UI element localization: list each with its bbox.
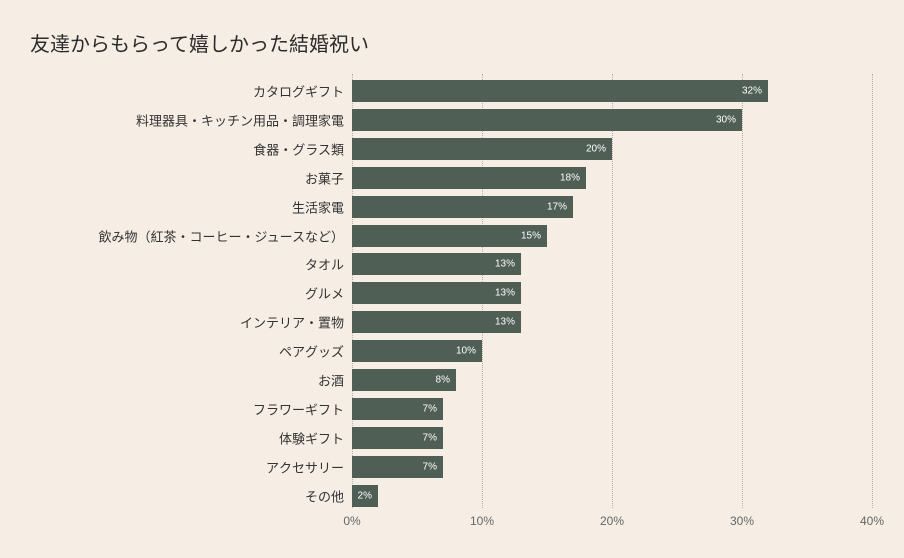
bar: 2% [352,485,378,507]
bar: 7% [352,456,443,478]
chart-plot-area: 32% 30% 20% 18% 17% 15% 13% 13% 13% 10% 8% 7% 7% 7% 2% [352,74,872,520]
y-axis-label: 食器・グラス類 [253,139,344,158]
y-axis-label: 飲み物（紅茶・コーヒー・ジュースなど） [99,226,344,245]
bar-value-label: 7% [423,461,437,472]
bar: 15% [352,225,547,247]
bar: 17% [352,196,573,218]
y-axis-label: お酒 [318,371,344,390]
bar: 30% [352,109,742,131]
y-axis-label: フラワーギフト [253,399,344,418]
y-axis-label: 体験ギフト [279,428,344,447]
x-tick-label: 10% [470,514,494,528]
y-axis-label: お菓子 [305,168,344,187]
chart-title: 友達からもらって嬉しかった結婚祝い [30,28,369,57]
grid-line [872,74,873,508]
bar-value-label: 7% [423,432,437,443]
bar-value-label: 20% [586,143,606,154]
bar-value-label: 13% [495,259,515,270]
bar-value-label: 32% [742,86,762,97]
bar: 7% [352,427,443,449]
y-axis-label: インテリア・置物 [240,313,344,332]
y-axis-label: 料理器具・キッチン用品・調理家電 [136,110,344,129]
bar-value-label: 13% [495,288,515,299]
bar: 13% [352,311,521,333]
x-tick-label: 0% [343,514,360,528]
bar: 10% [352,340,482,362]
bar: 13% [352,253,521,275]
bar: 7% [352,398,443,420]
bar-value-label: 2% [358,490,372,501]
bar-value-label: 17% [547,201,567,212]
x-tick-label: 40% [860,514,884,528]
bar-value-label: 15% [521,230,541,241]
bar-value-label: 13% [495,317,515,328]
y-axis-label: ペアグッズ [279,342,344,361]
y-axis-label: カタログギフト [253,82,344,101]
bar-value-label: 30% [716,114,736,125]
bar-value-label: 7% [423,403,437,414]
x-tick-label: 30% [730,514,754,528]
y-axis-label: 生活家電 [292,197,344,216]
y-axis-label: タオル [305,255,344,274]
y-axis-label: アクセサリー [266,457,344,476]
y-axis-label: その他 [305,486,344,505]
bar: 8% [352,369,456,391]
y-axis-label: グルメ [305,284,344,303]
bar: 13% [352,282,521,304]
bar: 32% [352,80,768,102]
x-tick-label: 20% [600,514,624,528]
bar-value-label: 10% [456,346,476,357]
bar-value-label: 18% [560,172,580,183]
bar-value-label: 8% [436,375,450,386]
bar: 20% [352,138,612,160]
bar: 18% [352,167,586,189]
